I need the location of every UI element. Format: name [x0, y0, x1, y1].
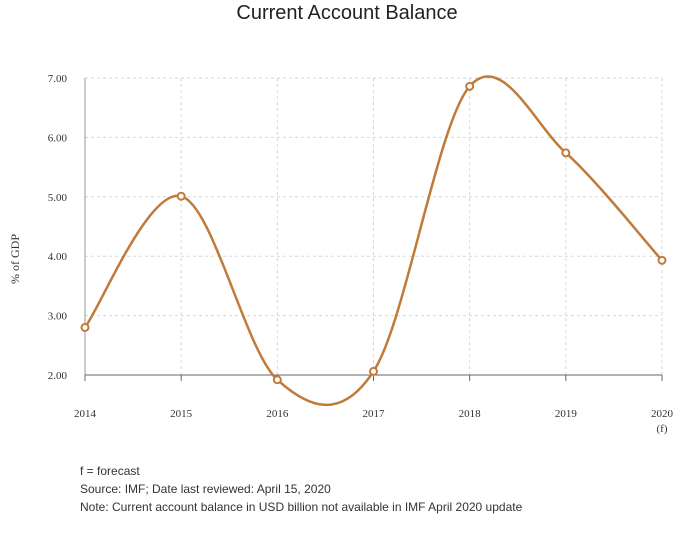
y-tick-label: 6.00 [48, 132, 68, 144]
y-tick-label: 7.00 [48, 73, 68, 85]
y-tick-label: 4.00 [48, 251, 68, 263]
data-note: Note: Current account balance in USD bil… [80, 500, 523, 514]
data-points [80, 81, 667, 385]
data-point [272, 375, 282, 385]
data-point [465, 81, 475, 91]
data-point [369, 366, 378, 376]
y-tick-label: 2.00 [48, 370, 68, 382]
x-tick-label: 2018 [459, 408, 482, 420]
x-tick-label: 2015 [170, 408, 193, 420]
x-tick-label: 2019 [555, 408, 578, 420]
grid-lines [84, 77, 663, 376]
forecast-note: f = forecast [80, 464, 140, 478]
y-tick-label: 3.00 [48, 311, 68, 323]
data-point [80, 322, 90, 332]
x-tick-label: 2020 [651, 408, 674, 420]
x-tick-label: 2016 [266, 408, 289, 420]
y-tick-labels: 7.00 6.00 5.00 4.00 3.00 2.00 [48, 73, 68, 382]
chart-title: Current Account Balance [236, 2, 458, 24]
x-tick-labels: 2014 2015 2016 2017 2018 2019 2020 (f) [74, 408, 674, 435]
data-point [176, 191, 186, 201]
x-tick-sublabel: (f) [657, 423, 668, 435]
source-note: Source: IMF; Date last reviewed: April 1… [80, 482, 331, 496]
line-chart: 7.006.005.004.003.002.00 2014 2015 2016 201… [8, 73, 674, 435]
y-tick-label: 5.00 [48, 192, 68, 204]
footnotes: f = forecast Source: IMF; Date last revi… [80, 462, 680, 516]
y-axis-title: % of GDP [8, 234, 22, 284]
data-point [561, 148, 571, 158]
x-tick-label: 2017 [363, 408, 386, 420]
x-tick-label: 2014 [74, 408, 97, 420]
data-point [657, 255, 667, 265]
